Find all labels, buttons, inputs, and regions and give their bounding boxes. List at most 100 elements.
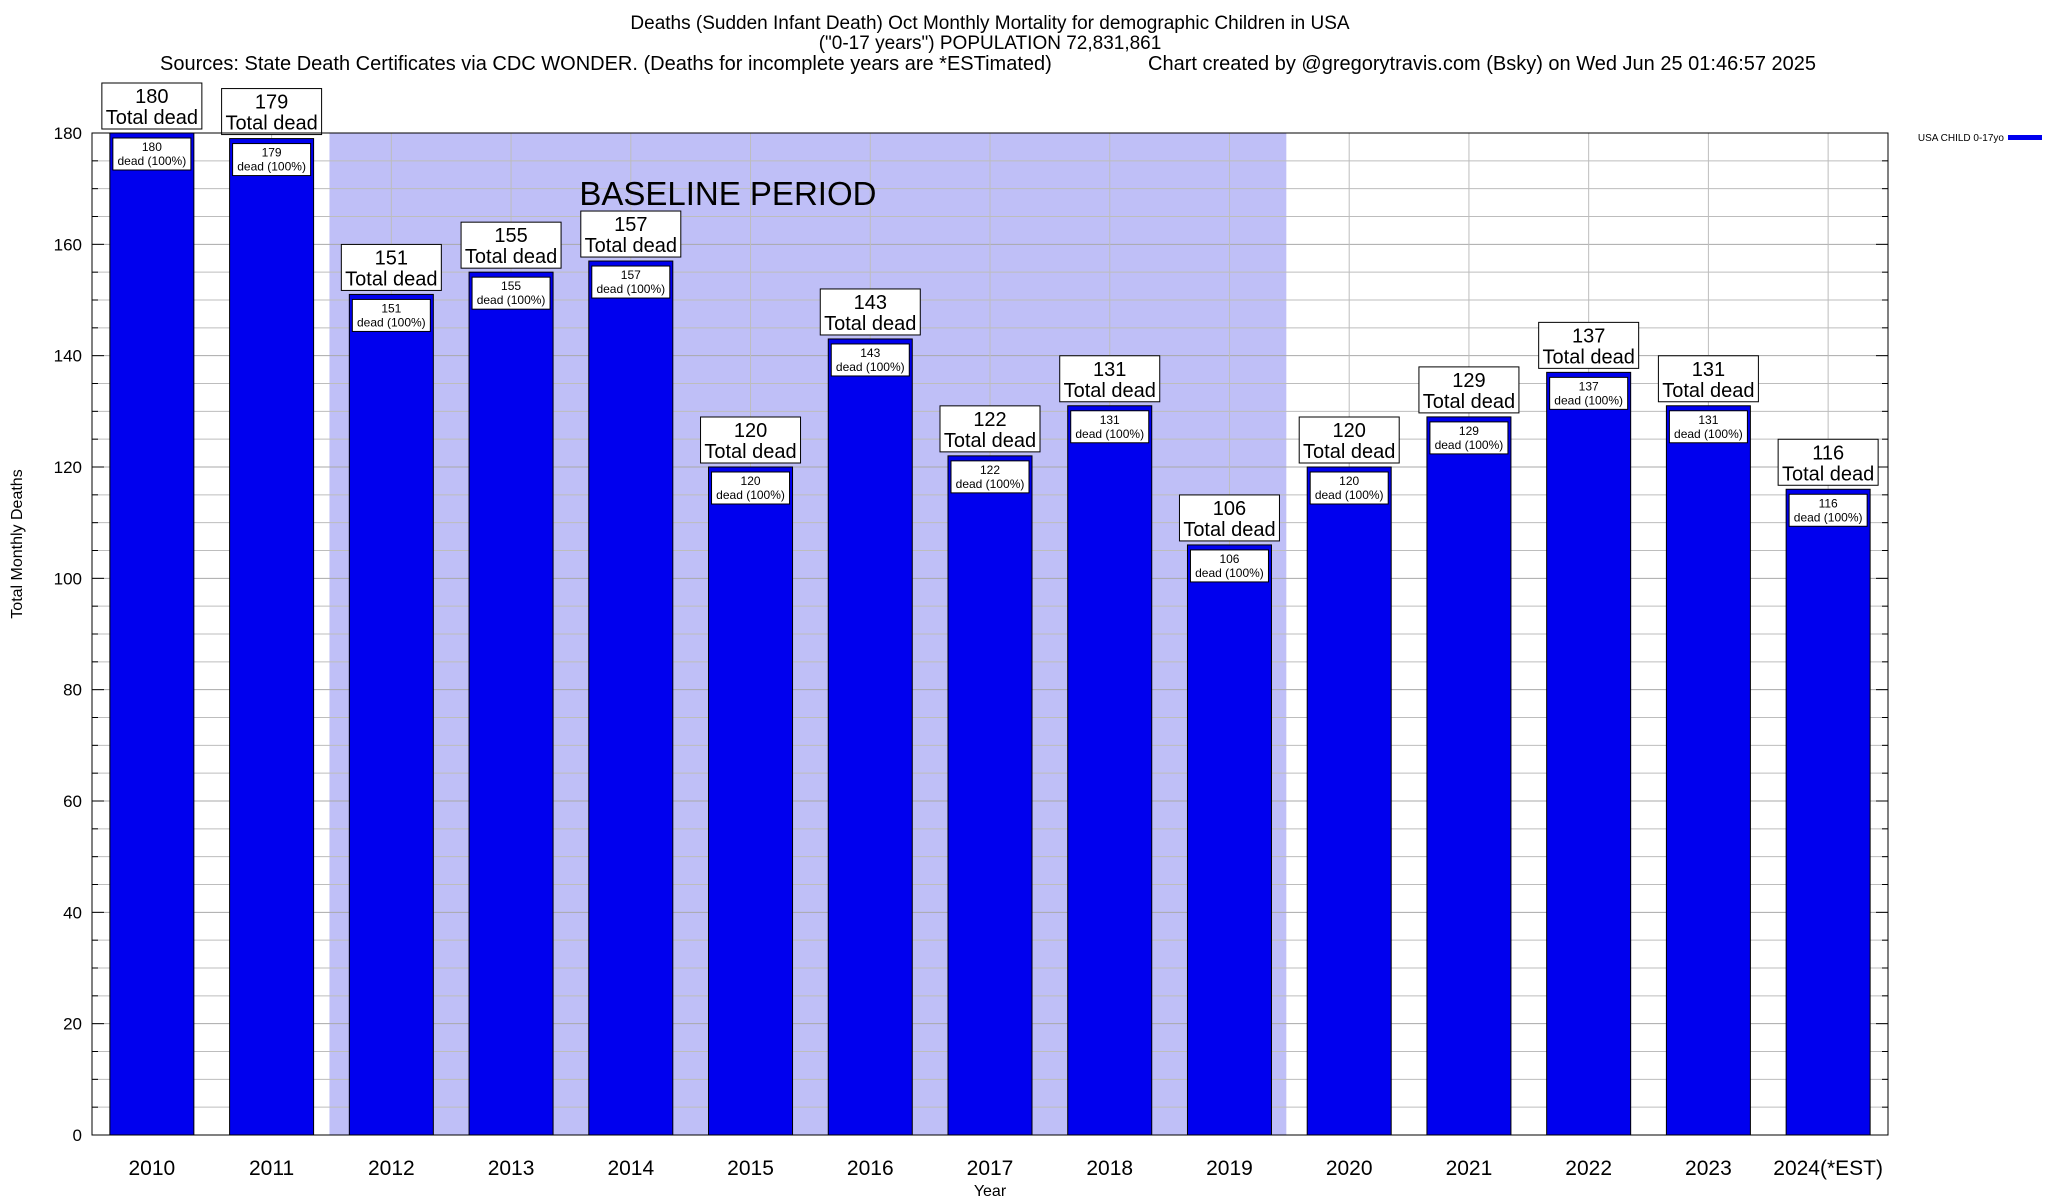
top-total-label: Total dead (1064, 380, 1156, 402)
baseline-period-label: BASELINE PERIOD (579, 175, 876, 212)
x-tick-label: 2018 (1086, 1157, 1133, 1180)
inner-label-box (591, 265, 671, 299)
inner-percent-label: dead (100%) (836, 360, 905, 374)
top-value-label: 157 (614, 214, 647, 236)
top-value-label: 155 (494, 225, 527, 247)
top-label-box (1059, 355, 1161, 403)
inner-label-box (711, 471, 791, 505)
top-label-box (700, 416, 802, 464)
inner-value-label: 143 (860, 346, 880, 360)
inner-percent-label: dead (100%) (596, 282, 665, 296)
legend-label: USA CHILD 0-17yo (1918, 133, 2005, 144)
top-value-label: 143 (854, 292, 887, 314)
inner-percent-label: dead (100%) (716, 488, 785, 502)
inner-value-label: 122 (980, 463, 1000, 477)
top-label-box (819, 288, 921, 336)
top-value-label: 120 (734, 420, 767, 442)
y-tick-label: 40 (63, 903, 82, 922)
top-value-label: 131 (1692, 359, 1725, 381)
top-total-label: Total dead (824, 313, 916, 335)
x-tick-label: 2010 (129, 1157, 176, 1180)
inner-label-box (1429, 421, 1509, 455)
inner-percent-label: dead (100%) (118, 154, 187, 168)
inner-label-box (830, 343, 910, 377)
bar (229, 138, 315, 1136)
plot-frame (91, 132, 1889, 1136)
inner-value-label: 129 (1459, 424, 1479, 438)
chart-subtitle: ("0-17 years") POPULATION 72,831,861 (818, 33, 1162, 54)
inner-percent-label: dead (100%) (956, 477, 1025, 491)
top-label-box (1777, 438, 1879, 486)
inner-percent-label: dead (100%) (1794, 510, 1863, 524)
top-value-label: 137 (1572, 325, 1605, 347)
y-tick-label: 160 (54, 235, 82, 254)
bar (1785, 488, 1871, 1136)
x-tick-label: 2021 (1446, 1157, 1493, 1180)
inner-label-box (471, 276, 551, 310)
inner-value-label: 180 (142, 140, 162, 154)
inner-percent-label: dead (100%) (1075, 427, 1144, 441)
x-tick-label: 2023 (1685, 1157, 1732, 1180)
bar (1665, 405, 1751, 1136)
top-total-label: Total dead (1782, 463, 1874, 485)
inner-label-box (1309, 471, 1389, 505)
top-total-label: Total dead (1543, 346, 1635, 368)
x-tick-label: 2011 (249, 1157, 294, 1180)
y-tick-label: 80 (63, 681, 82, 700)
top-label-box (101, 82, 203, 130)
x-tick-label: 2019 (1206, 1157, 1253, 1180)
top-value-label: 151 (375, 247, 408, 269)
y-axis-title: Total Monthly Deaths (9, 469, 26, 618)
top-total-label: Total dead (1662, 380, 1754, 402)
inner-percent-label: dead (100%) (1674, 427, 1743, 441)
y-tick-label: 20 (63, 1015, 82, 1034)
y-tick-label: 120 (54, 458, 82, 477)
legend-swatch (2008, 135, 2042, 140)
inner-label-box (112, 137, 192, 171)
x-tick-label: 2024(*EST) (1773, 1157, 1883, 1180)
x-tick-label: 2013 (488, 1157, 535, 1180)
y-tick-label: 60 (63, 792, 82, 811)
inner-label-box (1549, 376, 1629, 410)
inner-label-box (1668, 410, 1748, 444)
top-value-label: 120 (1333, 420, 1366, 442)
bar (827, 338, 913, 1136)
inner-label-box (1788, 493, 1868, 527)
top-total-label: Total dead (1423, 391, 1515, 413)
chart-title: Deaths (Sudden Infant Death) Oct Monthly… (630, 13, 1350, 34)
top-label-box (1538, 321, 1640, 369)
bar (348, 293, 434, 1136)
bar (1546, 371, 1632, 1136)
inner-percent-label: dead (100%) (477, 293, 546, 307)
inner-value-label: 120 (741, 474, 761, 488)
x-tick-label: 2016 (847, 1157, 894, 1180)
inner-value-label: 151 (381, 301, 401, 315)
y-tick-label: 140 (54, 347, 82, 366)
bar (708, 466, 794, 1136)
top-total-label: Total dead (1183, 519, 1275, 541)
top-label-box (1178, 494, 1280, 542)
x-tick-label: 2022 (1565, 1157, 1612, 1180)
y-tick-label: 180 (54, 124, 82, 143)
inner-value-label: 155 (501, 279, 521, 293)
inner-value-label: 157 (621, 268, 641, 282)
top-total-label: Total dead (465, 246, 557, 268)
inner-percent-label: dead (100%) (237, 160, 306, 174)
bar (1186, 544, 1272, 1136)
x-tick-label: 2014 (607, 1157, 654, 1180)
bar (1306, 466, 1392, 1136)
y-tick-label: 0 (73, 1126, 82, 1145)
top-label-box (1298, 416, 1400, 464)
top-total-label: Total dead (106, 107, 198, 129)
chart-sources: Sources: State Death Certificates via CD… (160, 53, 1052, 75)
inner-value-label: 131 (1100, 413, 1120, 427)
x-tick-label: 2015 (727, 1157, 774, 1180)
bar (109, 132, 195, 1136)
top-label-box (221, 88, 323, 136)
inner-percent-label: dead (100%) (1435, 438, 1504, 452)
inner-value-label: 179 (262, 146, 282, 160)
x-tick-label: 2017 (967, 1157, 1014, 1180)
inner-value-label: 120 (1339, 474, 1359, 488)
top-value-label: 180 (135, 86, 168, 108)
